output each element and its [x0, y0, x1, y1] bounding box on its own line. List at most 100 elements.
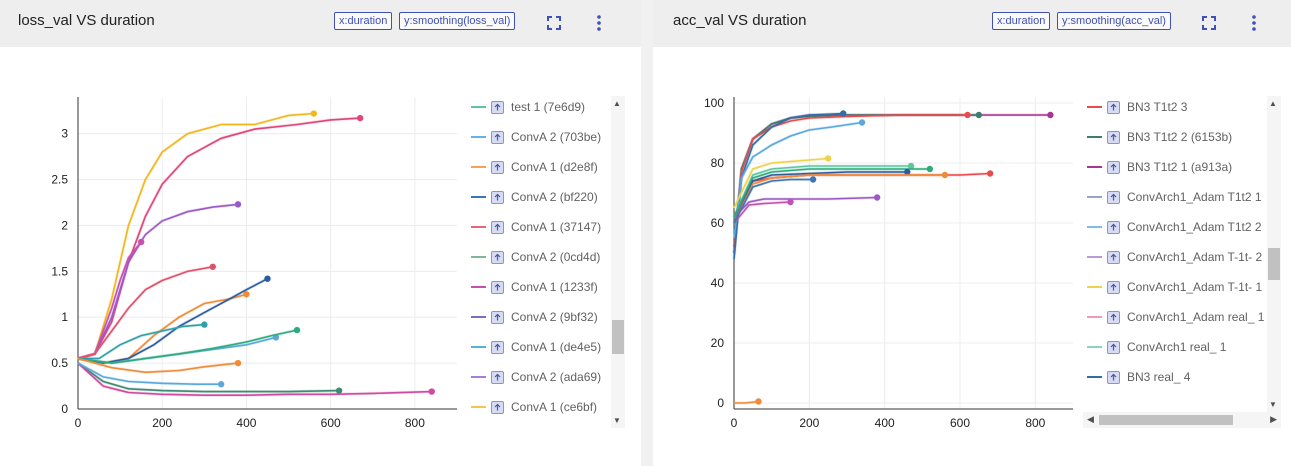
legend-label: BN3 real_ 4	[1127, 370, 1191, 384]
legend-item[interactable]: ConvArch1_Adam T1t2 1	[1083, 182, 1281, 212]
legend-swatch	[471, 346, 486, 348]
legend-item[interactable]: ConvArch1 real_ 1	[1083, 332, 1281, 362]
series-end-point	[926, 165, 934, 173]
series-end-point	[941, 171, 949, 179]
legend-item[interactable]: BN3 real_ 4	[1083, 362, 1281, 392]
run-select-icon[interactable]	[491, 190, 504, 204]
x-axis-chip[interactable]: x:duration	[334, 12, 393, 30]
y-tick-label: 40	[711, 276, 725, 290]
legend-item[interactable]: BN3 T1t2 2 (6153b)	[1083, 122, 1281, 152]
series-end-point	[824, 155, 832, 162]
chart-title: loss_val VS duration	[18, 12, 155, 29]
run-select-icon[interactable]	[1107, 220, 1120, 234]
legend-item[interactable]: BN3 T1t2 1 (a913a)	[1083, 152, 1281, 182]
legend-swatch	[471, 226, 486, 228]
run-select-icon[interactable]	[1107, 340, 1120, 354]
scrollbar-thumb[interactable]	[1268, 248, 1280, 280]
run-select-icon[interactable]	[1107, 160, 1120, 174]
run-select-icon[interactable]	[491, 280, 504, 294]
run-select-icon[interactable]	[1107, 370, 1120, 384]
legend-swatch	[1087, 106, 1102, 108]
run-select-icon[interactable]	[491, 400, 504, 414]
run-select-icon[interactable]	[491, 370, 504, 384]
legend-item[interactable]: ConvA 1 (1233f)	[467, 272, 625, 302]
legend-item[interactable]: ConvA 2 (703be)	[467, 122, 625, 152]
legend-label: test 1 (7e6d9)	[511, 100, 586, 114]
scroll-up-icon[interactable]: ▲	[1269, 99, 1277, 108]
fullscreen-icon[interactable]	[543, 12, 565, 34]
series-line	[733, 174, 945, 224]
series-line	[733, 114, 1051, 254]
y-axis-chip[interactable]: y:smoothing(loss_val)	[399, 12, 516, 30]
run-select-icon[interactable]	[1107, 310, 1120, 324]
series-line	[77, 362, 340, 393]
series-end-point	[234, 359, 242, 367]
legend-label: ConvA 1 (de4e5)	[511, 340, 602, 354]
series-end-point	[201, 321, 208, 328]
run-select-icon[interactable]	[1107, 250, 1120, 264]
series-raw-line	[77, 328, 298, 365]
legend-list[interactable]: BN3 T1t2 3 BN3 T1t2 2 (6153b) BN3 T1t2 1 (…	[1083, 92, 1281, 412]
legend-label: ConvArch1_Adam T-1t- 1	[1127, 280, 1263, 294]
series-end-point	[858, 119, 866, 126]
run-select-icon[interactable]	[491, 100, 504, 114]
scroll-down-icon[interactable]: ▼	[613, 416, 621, 425]
run-select-icon[interactable]	[1107, 130, 1120, 144]
legend-item[interactable]: ConvArch1_Adam real_ 1	[1083, 302, 1281, 332]
more-options-icon[interactable]	[1243, 12, 1265, 34]
legend-item[interactable]: ConvArch1_Adam T-1t- 2	[1083, 242, 1281, 272]
legend-swatch	[471, 316, 486, 318]
run-select-icon[interactable]	[1107, 190, 1120, 204]
legend-item[interactable]: ConvArch1_Adam T1t2 2	[1083, 212, 1281, 242]
scroll-right-icon[interactable]: ▶	[1270, 414, 1277, 424]
loss-chart-plot[interactable]: 0 200 400 600 800 0 0.5 1 1.5 2 2.5 3	[0, 47, 470, 466]
legend-item[interactable]: test 1 (7e6d9)	[467, 92, 625, 122]
legend-horizontal-scrollbar[interactable]: ◀ ▶	[1083, 412, 1281, 428]
series-line	[733, 157, 829, 209]
acc-chart-plot[interactable]: 0 200 400 600 800 0 20 40 60 80 100	[653, 47, 1083, 466]
legend-item[interactable]: ConvA 2 (9bf32)	[467, 302, 625, 332]
more-options-icon[interactable]	[588, 12, 610, 34]
legend-swatch	[471, 106, 486, 108]
scroll-left-icon[interactable]: ◀	[1087, 414, 1094, 424]
run-select-icon[interactable]	[491, 220, 504, 234]
run-select-icon[interactable]	[1107, 280, 1120, 294]
legend-item[interactable]: ConvArch1_Adam T-1t- 1	[1083, 272, 1281, 302]
x-tick-label: 200	[152, 416, 172, 430]
legend-item[interactable]: ConvA 2 (bf220)	[467, 182, 625, 212]
legend-list[interactable]: test 1 (7e6d9) ConvA 2 (703be) ConvA 1 (d2…	[467, 92, 625, 428]
legend-item[interactable]: ConvA 1 (d2e8f)	[467, 152, 625, 182]
run-select-icon[interactable]	[491, 160, 504, 174]
legend-item[interactable]: ConvA 1 (37147)	[467, 212, 625, 242]
chart-header: acc_val VS duration x:duration y:smoothi…	[653, 0, 1291, 47]
legend-label: ConvArch1_Adam T1t2 2	[1127, 220, 1262, 234]
y-axis-chip[interactable]: y:smoothing(acc_val)	[1057, 12, 1171, 30]
scroll-up-icon[interactable]: ▲	[613, 99, 621, 108]
run-select-icon[interactable]	[1107, 100, 1120, 114]
legend-item[interactable]: ConvA 2 (0cd4d)	[467, 242, 625, 272]
scroll-down-icon[interactable]: ▼	[1269, 400, 1277, 409]
series-end-point	[840, 110, 847, 117]
legend-scrollbar[interactable]: ▲ ▼	[611, 96, 625, 428]
run-select-icon[interactable]	[491, 250, 504, 264]
run-select-icon[interactable]	[491, 130, 504, 144]
legend-label: ConvA 2 (703be)	[511, 130, 602, 144]
legend-item[interactable]: ConvA 1 (de4e5)	[467, 332, 625, 362]
series-line	[78, 323, 205, 360]
x-axis-chip[interactable]: x:duration	[992, 12, 1051, 30]
scrollbar-thumb[interactable]	[612, 320, 624, 354]
scrollbar-thumb[interactable]	[1099, 415, 1233, 425]
run-select-icon[interactable]	[491, 310, 504, 324]
legend-item[interactable]: BN3 T1t2 3	[1083, 92, 1281, 122]
series-line	[733, 201, 791, 224]
legend-scrollbar[interactable]: ▲ ▼	[1267, 96, 1281, 412]
legend-item[interactable]: ConvA 2 (ada69)	[467, 362, 625, 392]
series-end-point	[310, 110, 318, 117]
run-select-icon[interactable]	[491, 340, 504, 354]
series-end-point	[356, 114, 364, 122]
series-line	[734, 400, 759, 404]
fullscreen-icon[interactable]	[1198, 12, 1220, 34]
legend-item[interactable]: ConvA 1 (ce6bf)	[467, 392, 625, 422]
series-end-point	[975, 111, 983, 119]
y-tick-label: 0	[61, 402, 68, 416]
